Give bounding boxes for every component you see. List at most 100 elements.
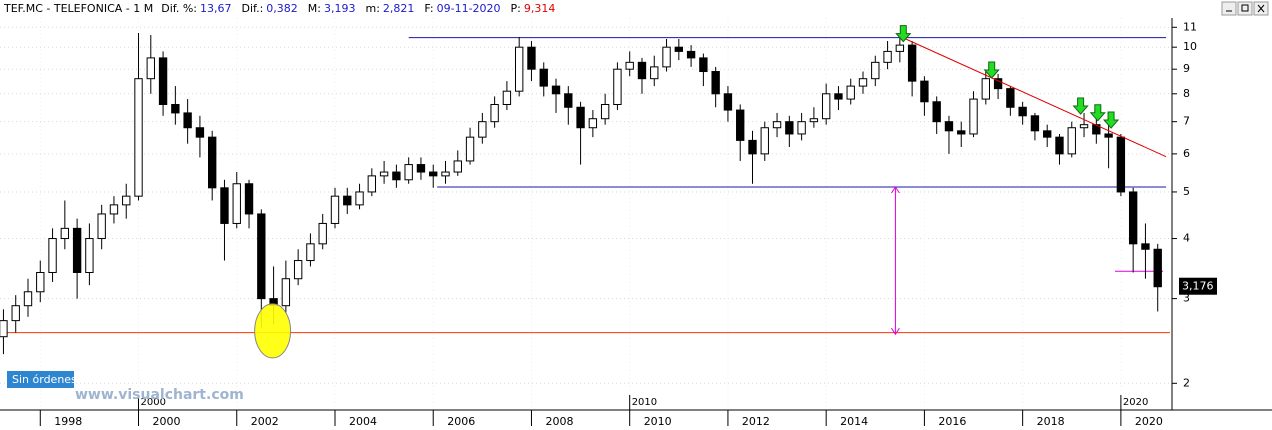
- x-tick-label: 2010: [644, 415, 672, 428]
- x-tick-label: 2016: [938, 415, 966, 428]
- x-tick-label: 2014: [840, 415, 868, 428]
- candle-body: [1043, 130, 1052, 138]
- candle-body: [748, 139, 757, 155]
- range-arrow-head: [891, 186, 900, 194]
- x-tick-label: 2000: [153, 415, 181, 428]
- candle-body: [932, 101, 941, 123]
- candle-body: [453, 160, 462, 173]
- candle-body: [1030, 115, 1040, 132]
- candle-body: [85, 238, 94, 273]
- signal-arrow: [983, 61, 1000, 79]
- candle-body: [392, 171, 401, 181]
- signal-arrow: [1102, 111, 1120, 129]
- candle-body: [907, 44, 917, 82]
- window-buttons[interactable]: [1221, 1, 1269, 16]
- candle-body: [1116, 136, 1126, 193]
- orders-button[interactable]: [7, 371, 74, 388]
- candle-body: [232, 183, 241, 224]
- candle-body: [871, 61, 880, 80]
- candle-body: [23, 291, 33, 307]
- field-value: 0,382: [266, 2, 298, 15]
- candle-body: [711, 71, 720, 95]
- candle-body: [281, 278, 291, 307]
- candle-body: [539, 68, 548, 87]
- field-label: M:: [307, 2, 321, 15]
- candle-body: [662, 46, 671, 68]
- candle-body: [551, 85, 561, 95]
- candle-body: [293, 260, 303, 280]
- highlight-circle: [254, 303, 292, 359]
- y-tick-label: 9: [1183, 62, 1190, 75]
- x-tick-label: 2012: [742, 415, 770, 428]
- decade-tick-label: 2020: [1123, 397, 1148, 408]
- candle-body: [969, 98, 978, 135]
- candle-body: [97, 213, 106, 240]
- candle-body: [1006, 88, 1015, 108]
- candle-body: [736, 109, 745, 141]
- candle-body: [416, 164, 426, 173]
- candle-body: [109, 204, 119, 215]
- field: M: 3,193: [308, 2, 366, 15]
- candle-body: [490, 104, 499, 123]
- candle-body: [134, 78, 143, 197]
- candle-body: [588, 118, 598, 129]
- x-tick-label: 2018: [1037, 415, 1065, 428]
- candle-body: [834, 93, 843, 100]
- candle-body: [478, 121, 487, 138]
- candle-body: [379, 171, 389, 177]
- y-tick-label: 11: [1183, 20, 1197, 33]
- candle-body: [318, 222, 327, 245]
- y-tick-label: 8: [1183, 87, 1190, 100]
- candle-body: [465, 136, 475, 162]
- close-icon: [1257, 4, 1265, 13]
- maximize-icon: [1241, 4, 1249, 12]
- candle-body: [564, 93, 573, 108]
- candle-body: [637, 61, 647, 80]
- candle-body: [146, 57, 155, 80]
- minimize-button[interactable]: [1221, 1, 1237, 16]
- candle-body: [1018, 106, 1027, 117]
- x-tick-label: 2002: [251, 415, 279, 428]
- candle-body: [122, 195, 131, 206]
- candle-body: [429, 171, 438, 177]
- candle-body: [1079, 124, 1089, 129]
- x-tick-label: 2020: [1135, 415, 1163, 428]
- signal-arrow: [1089, 104, 1106, 122]
- candle-body: [686, 50, 696, 59]
- candle-body: [158, 57, 168, 106]
- candle-body: [527, 46, 536, 70]
- field-label: P:: [510, 2, 521, 15]
- candle-body: [1104, 133, 1113, 138]
- candle-body: [171, 104, 180, 114]
- candle-body: [404, 164, 413, 181]
- field-label: F:: [424, 2, 434, 15]
- candle-body: [11, 305, 20, 322]
- symbol: TEF.MC - TELEFONICA - 1 M: [4, 2, 154, 15]
- candle-body: [514, 46, 524, 92]
- x-tick-label: 2004: [349, 415, 377, 428]
- field-value: 9,314: [523, 2, 556, 15]
- decade-tick-label: 2000: [141, 397, 166, 408]
- field-value: 13,67: [199, 2, 232, 15]
- candle-body: [981, 78, 990, 100]
- field-label: m:: [365, 2, 380, 15]
- signal-arrow: [1072, 97, 1089, 115]
- field: Dif.: 0,382: [241, 2, 307, 15]
- candle-body: [797, 121, 806, 135]
- trendline: [901, 36, 1167, 158]
- last-price-label: 3,176: [1182, 280, 1214, 293]
- field-value: 3,193: [324, 2, 356, 15]
- field-label: Dif.:: [241, 2, 264, 15]
- candle-body: [257, 213, 266, 300]
- candle-body: [60, 227, 70, 240]
- maximize-button[interactable]: [1237, 1, 1253, 16]
- y-tick-label: 6: [1183, 147, 1190, 160]
- candle-body: [821, 93, 831, 120]
- candle-body: [993, 78, 1003, 90]
- y-tick-label: 10: [1183, 40, 1197, 53]
- y-tick-label: 3: [1183, 292, 1190, 305]
- field-label: Dif. %:: [161, 2, 197, 15]
- candle-body: [72, 227, 82, 273]
